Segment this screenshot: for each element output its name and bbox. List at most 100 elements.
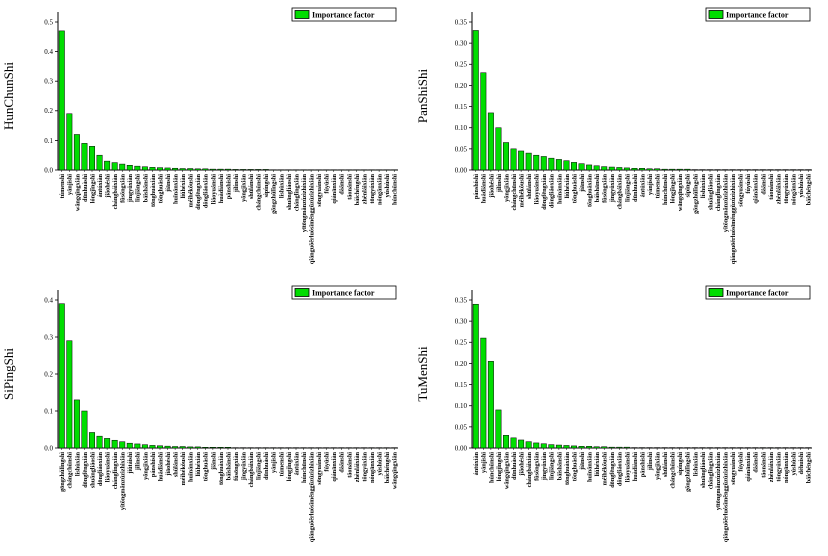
x-tick-label: fúyúshì bbox=[745, 174, 752, 194]
y-tick-label: 0.15 bbox=[455, 381, 468, 389]
x-tick-label: fǔsōngxiàn bbox=[120, 173, 127, 202]
bar bbox=[472, 30, 479, 171]
x-tick-label: wāngqīngxiàn bbox=[677, 173, 684, 211]
x-tick-label: sìpíngshì bbox=[677, 452, 684, 476]
x-tick-label: línjiāngshì bbox=[135, 174, 142, 202]
bar bbox=[571, 162, 577, 171]
x-tick-label: yúshùshì bbox=[791, 452, 798, 476]
x-tick-label: méihékǒushì bbox=[519, 174, 526, 208]
x-tick-label: jíānshì bbox=[210, 452, 217, 471]
y-tick-label: 0.0 bbox=[44, 444, 53, 452]
chart-hunchunshi: 0.0 0.1 0.2 0.3 0.4 0.5 túmenshì yánjíshì wāngqī… bbox=[0, 0, 414, 278]
x-tick-label: ántúxiàn bbox=[473, 451, 480, 475]
bar bbox=[58, 303, 65, 449]
x-tick-label: jíānshì bbox=[165, 174, 172, 193]
x-tick-label: yītōngmǎnzúzìzhìxiàn bbox=[723, 173, 730, 232]
x-tick-label: tōnghuàshì bbox=[157, 174, 164, 204]
x-tick-label: lóngjǐngshì bbox=[286, 452, 293, 482]
y-tick-label: 0.35 bbox=[455, 296, 468, 304]
x-tick-label: shuāngliáoshì bbox=[89, 452, 96, 488]
bar bbox=[96, 435, 103, 449]
bar bbox=[555, 444, 562, 449]
bar bbox=[676, 168, 683, 171]
bar-chart-tumenshi: 0.00 0.05 0.10 0.15 0.20 0.25 0.30 0.35 ántúxiàn… bbox=[415, 285, 813, 542]
legend-box bbox=[705, 7, 811, 22]
legend-box bbox=[291, 285, 397, 300]
y-tick-label: 0.2 bbox=[44, 370, 53, 378]
x-tick-label: yītōngmǎnzúzìzhìxiàn bbox=[120, 451, 127, 510]
x-tick-label: lóngjǐngshì bbox=[670, 174, 677, 204]
y-tick-label: 0.5 bbox=[44, 18, 53, 26]
x-tick-label: dōngliáoxiàn bbox=[97, 451, 104, 486]
x-tick-label: tōngyúxiàn bbox=[783, 173, 790, 203]
x-tick-label: chángchūnshì bbox=[256, 174, 263, 211]
x-tick-label: dūnhuàshì bbox=[82, 174, 89, 202]
x-tick-label: túmenshì bbox=[655, 174, 662, 199]
x-tick-label: línjiāngshì bbox=[256, 452, 263, 480]
bar bbox=[119, 441, 126, 449]
bar bbox=[141, 444, 148, 449]
x-tick-label: yǒngjíxiàn bbox=[241, 173, 248, 201]
x-tick-label: táonánshì bbox=[760, 452, 767, 478]
bar bbox=[548, 157, 555, 171]
x-tick-label: liǔhéxiàn bbox=[180, 173, 187, 198]
x-tick-label: liáoyuánshì bbox=[534, 174, 541, 205]
bar bbox=[141, 166, 148, 171]
bar bbox=[164, 167, 171, 171]
bar bbox=[639, 168, 645, 171]
x-tick-label: méihékǒushì bbox=[602, 452, 609, 486]
x-tick-label: jíānshì bbox=[579, 452, 586, 471]
bar bbox=[608, 166, 615, 171]
x-tick-label: fúyúshì bbox=[738, 452, 745, 472]
x-tick-label: nóngānxiàn bbox=[783, 451, 790, 483]
bar bbox=[472, 303, 479, 449]
x-tick-label: táonánshì bbox=[346, 174, 353, 200]
x-tick-label: báishānshì bbox=[556, 452, 563, 480]
x-tick-label: báishānshì bbox=[142, 174, 149, 202]
bar bbox=[232, 169, 239, 171]
x-tick-label: huīnánxiàn bbox=[587, 451, 594, 481]
bar bbox=[104, 160, 111, 171]
bar bbox=[111, 439, 118, 449]
x-tick-label: dàānshì bbox=[339, 452, 346, 473]
x-tick-label: qiánguōěrluósīměnggǔzúzìzhìxiàn bbox=[730, 173, 737, 264]
bar bbox=[540, 443, 547, 449]
bar bbox=[225, 447, 231, 449]
bar bbox=[126, 442, 133, 449]
x-tick-label: lóngjǐngshì bbox=[89, 174, 96, 204]
chart-sipingshi: 0.0 0.1 0.2 0.3 0.4 gōngzhǔlǐngshì chángchūnsh… bbox=[0, 278, 414, 556]
y-tick-label: 0.10 bbox=[455, 402, 468, 410]
x-tick-label: zhènláixiàn bbox=[775, 173, 782, 204]
x-tick-label: sōngyuánshì bbox=[316, 452, 323, 485]
x-tick-label: pánshíshì bbox=[473, 174, 480, 199]
bar bbox=[209, 168, 216, 171]
y-tick-label: 0.3 bbox=[44, 333, 53, 341]
bar bbox=[149, 445, 156, 449]
y-tick-label: 0.00 bbox=[455, 166, 468, 174]
legend-label: Importance factor bbox=[312, 289, 375, 298]
x-tick-label: báishānshì bbox=[594, 174, 601, 202]
bar bbox=[578, 446, 585, 449]
x-tick-label: jílínshì bbox=[233, 174, 240, 194]
x-tick-label: yánjíshì bbox=[481, 452, 488, 473]
x-tick-label: ántúxiàn bbox=[293, 451, 300, 475]
bar-chart-hunchunshi: 0.0 0.1 0.2 0.3 0.4 0.5 túmenshì yánjíshì wāngqī… bbox=[1, 7, 399, 264]
y-tick-label: 0.05 bbox=[455, 423, 468, 431]
x-tick-label: liáoyuánshì bbox=[624, 452, 631, 483]
legend-label: Importance factor bbox=[312, 11, 375, 20]
x-tick-label: túmenshì bbox=[278, 452, 285, 477]
x-tick-label: táonánshì bbox=[768, 174, 775, 200]
y-tick-label: 0.05 bbox=[455, 145, 468, 153]
x-tick-label: jílínshì bbox=[496, 174, 503, 194]
bar bbox=[179, 446, 186, 449]
bar bbox=[525, 152, 532, 171]
x-tick-label: yúshùshì bbox=[384, 174, 391, 198]
bar bbox=[187, 168, 194, 171]
x-tick-label: jìngyǔxiàn bbox=[609, 173, 616, 203]
bar bbox=[187, 446, 194, 449]
x-tick-label: báishānshì bbox=[225, 452, 232, 480]
x-tick-label: dàānshì bbox=[753, 452, 760, 473]
x-tick-label: qiánguōěrluósīměnggǔzúzìzhìxiàn bbox=[309, 451, 316, 542]
legend-swatch bbox=[708, 10, 724, 19]
